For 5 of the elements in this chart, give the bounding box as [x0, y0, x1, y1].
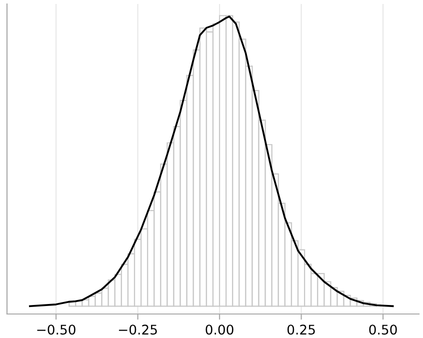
x-tick-label: −0.25 [118, 324, 157, 335]
x-tick-label: 0.25 [287, 324, 315, 335]
x-tick-label: 0.50 [369, 324, 397, 335]
x-tick-label: 0.00 [206, 324, 234, 335]
x-tick-label: −0.50 [37, 324, 76, 335]
